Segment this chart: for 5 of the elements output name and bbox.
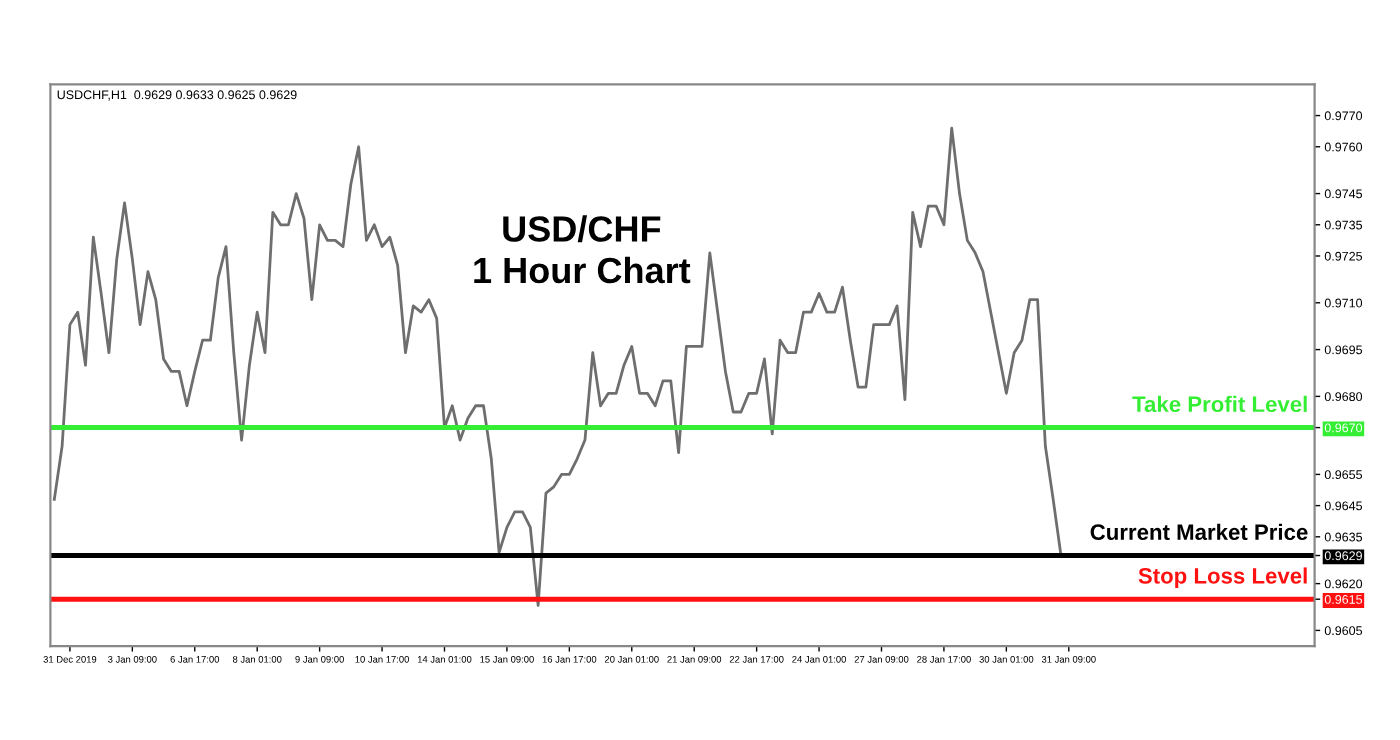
ref-line-label: Take Profit Level xyxy=(1132,395,1307,413)
line-series xyxy=(52,126,1063,607)
ref-line-label: Current Market Price xyxy=(1090,523,1308,541)
ref-line-label: Stop Loss Level xyxy=(1138,567,1307,589)
text: USD/CHF 1 Hour Chart xyxy=(474,215,691,284)
